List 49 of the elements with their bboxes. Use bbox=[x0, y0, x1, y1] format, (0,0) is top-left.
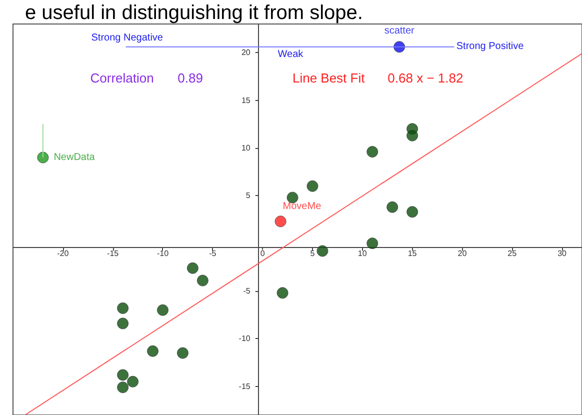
point bbox=[117, 302, 129, 314]
point bbox=[306, 180, 318, 192]
point bbox=[37, 152, 49, 164]
point bbox=[196, 274, 208, 286]
y-tick-label: 20 bbox=[241, 48, 251, 58]
point bbox=[117, 318, 129, 330]
y-tick-label: 15 bbox=[241, 96, 251, 105]
point bbox=[147, 345, 159, 357]
y-tick-label: 5 bbox=[246, 191, 251, 200]
annotation: Strong Negative bbox=[91, 32, 164, 44]
x-tick-label: -5 bbox=[209, 249, 217, 258]
x-tick-label: -15 bbox=[107, 249, 120, 258]
x-tick-label: 30 bbox=[558, 249, 568, 258]
x-tick-label: 5 bbox=[310, 249, 316, 258]
point bbox=[276, 287, 288, 299]
point bbox=[406, 130, 418, 142]
series-label: MoveMe bbox=[282, 201, 322, 212]
point bbox=[186, 262, 198, 274]
x-tick-label: 20 bbox=[458, 249, 468, 258]
x-tick-label: 15 bbox=[408, 249, 418, 258]
x-tick-label: 0 bbox=[260, 249, 266, 258]
y-tick-label: 10 bbox=[241, 143, 251, 152]
point bbox=[316, 245, 328, 257]
point bbox=[117, 369, 129, 381]
x-tick-label: 10 bbox=[358, 249, 368, 258]
point bbox=[366, 146, 378, 158]
y-tick-label: -10 bbox=[238, 334, 251, 344]
chart-title: e useful in distinguishing it from slope. bbox=[25, 2, 363, 24]
point bbox=[406, 206, 418, 218]
annotation: 0.89 bbox=[178, 70, 203, 86]
annotation: Strong Positive bbox=[456, 40, 524, 52]
x-tick-label: -10 bbox=[156, 249, 170, 258]
annotation: 0.68 x − 1.82 bbox=[388, 70, 464, 86]
y-tick-label: -15 bbox=[238, 382, 251, 391]
annotation: Weak bbox=[278, 49, 304, 60]
point bbox=[117, 382, 129, 394]
point bbox=[157, 304, 168, 316]
x-tick-label: -20 bbox=[57, 249, 70, 258]
series-label: NewData bbox=[54, 152, 96, 164]
y-tick-label: -5 bbox=[243, 286, 251, 296]
point bbox=[386, 201, 398, 213]
annotation: Correlation bbox=[90, 70, 154, 86]
point bbox=[366, 238, 378, 250]
point bbox=[176, 347, 188, 359]
point bbox=[127, 376, 139, 388]
point bbox=[274, 216, 286, 228]
series-label: scatter bbox=[384, 26, 415, 37]
annotation: Line Best Fit bbox=[292, 70, 366, 86]
x-tick-label: 25 bbox=[508, 249, 518, 258]
